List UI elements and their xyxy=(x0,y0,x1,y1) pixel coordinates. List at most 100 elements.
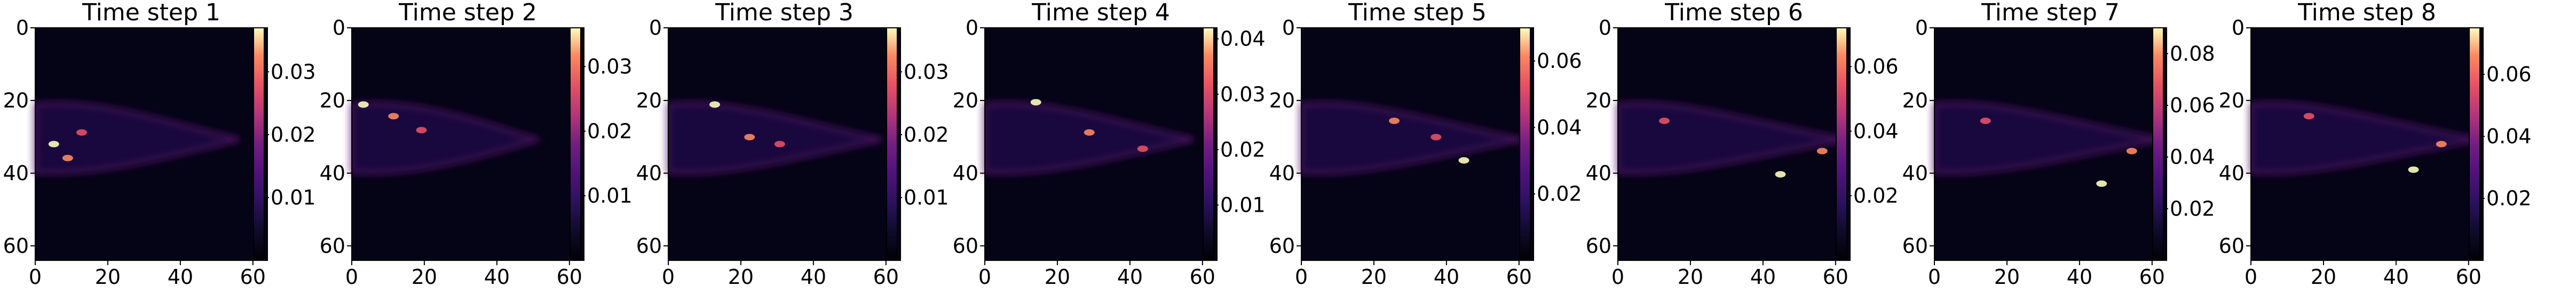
hotspot-2 xyxy=(1816,148,1828,155)
colorbar-frame xyxy=(886,27,898,261)
y-tick-label: 40 xyxy=(1586,161,1611,185)
x-tick-label: 60 xyxy=(557,265,582,289)
y-tick-label: 0 xyxy=(1599,16,1611,40)
colorbar-frame xyxy=(1519,27,1531,261)
y-tick-label: 40 xyxy=(320,161,345,185)
colorbar-frame xyxy=(253,27,265,261)
hotspot-1 xyxy=(2096,180,2107,187)
colorbar-tick-label: 0.04 xyxy=(1537,115,1582,139)
plume-edge xyxy=(350,102,543,175)
x-tick-label: 0 xyxy=(345,265,358,289)
plume-body xyxy=(1301,103,1522,173)
colorbar xyxy=(1203,28,1214,260)
hotspot-2 xyxy=(744,134,755,141)
hotspot-2 xyxy=(1389,118,1400,124)
hotspot-3 xyxy=(1431,134,1442,141)
hotspot-2 xyxy=(1084,129,1095,136)
plume-body xyxy=(352,103,538,173)
hotspot-1 xyxy=(709,101,720,108)
plume-body xyxy=(985,103,1194,173)
colorbar-tick-label: 0.02 xyxy=(1220,138,1266,161)
y-tick-label: 60 xyxy=(320,234,345,258)
x-tick-label: 20 xyxy=(728,265,754,289)
y-tick-label: 20 xyxy=(953,89,978,112)
colorbar-tick-label: 0.02 xyxy=(587,119,633,143)
chart-title: Time step 1 xyxy=(82,0,220,26)
x-tick-label: 0 xyxy=(1928,265,1941,289)
chart-title: Time step 3 xyxy=(715,0,854,26)
colorbar-frame xyxy=(2469,27,2480,261)
colorbar-tick-label: 0.03 xyxy=(587,55,633,79)
hotspot-2 xyxy=(62,155,73,161)
y-tick-label: 40 xyxy=(1902,161,1928,185)
y-tick-label: 0 xyxy=(649,16,662,40)
heatmap-image xyxy=(34,28,267,260)
hotspot-3 xyxy=(416,127,427,134)
y-tick-label: 60 xyxy=(953,234,978,258)
x-tick-label: 0 xyxy=(29,265,42,289)
axes-frame xyxy=(1301,27,1534,261)
plume-edge xyxy=(983,102,1195,175)
hotspot-2 xyxy=(2126,148,2137,155)
colorbar-frame xyxy=(1203,27,1214,261)
colorbar-tick-label: 0.02 xyxy=(271,123,316,146)
x-tick-label: 40 xyxy=(1750,265,1776,289)
x-tick-label: 60 xyxy=(2139,265,2165,289)
chart-title: Time step 7 xyxy=(1981,0,2120,26)
hotspot-3 xyxy=(1980,118,1991,124)
y-tick-label: 60 xyxy=(3,234,29,258)
x-tick-label: 20 xyxy=(1361,265,1387,289)
x-tick-label: 20 xyxy=(1678,265,1703,289)
x-tick-label: 60 xyxy=(873,265,899,289)
x-tick-label: 40 xyxy=(2067,265,2092,289)
x-tick-label: 40 xyxy=(168,265,193,289)
y-tick-label: 20 xyxy=(1269,89,1295,112)
heatmap-image xyxy=(983,28,1217,260)
axes-frame xyxy=(984,27,1218,261)
hotspot-1 xyxy=(2408,166,2419,173)
y-tick-label: 20 xyxy=(320,89,345,112)
x-tick-label: 20 xyxy=(1994,265,2020,289)
colorbar-frame xyxy=(570,27,581,261)
chart-title: Time step 2 xyxy=(398,0,537,26)
y-tick-label: 60 xyxy=(1586,234,1611,258)
x-tick-label: 0 xyxy=(978,265,991,289)
colorbar-tick-label: 0.03 xyxy=(1220,82,1266,106)
y-tick-label: 20 xyxy=(3,89,29,112)
plume-body xyxy=(2251,103,2479,173)
y-tick-label: 20 xyxy=(1902,89,1928,112)
heatmap-image xyxy=(1300,28,1534,260)
x-tick-label: 20 xyxy=(95,265,121,289)
colorbar-tick-label: 0.06 xyxy=(2486,63,2532,86)
colorbar-tick-label: 0.01 xyxy=(904,186,949,209)
colorbar-tick-label: 0.01 xyxy=(271,186,316,209)
axes-frame xyxy=(35,27,268,261)
x-tick-label: 0 xyxy=(2245,265,2257,289)
colorbar-frame xyxy=(2152,27,2164,261)
y-tick-label: 40 xyxy=(636,161,662,185)
y-tick-label: 60 xyxy=(1902,234,1928,258)
plume-body xyxy=(1934,103,2162,173)
y-tick-label: 20 xyxy=(2219,89,2245,112)
y-tick-label: 60 xyxy=(1269,234,1295,258)
hotspot-3 xyxy=(76,129,87,136)
colorbar-tick-label: 0.04 xyxy=(1220,27,1266,51)
y-tick-label: 20 xyxy=(636,89,662,112)
colorbar-frame xyxy=(1836,27,1847,261)
x-tick-label: 20 xyxy=(1045,265,1070,289)
hotspot-1 xyxy=(1775,171,1786,178)
hotspot-3 xyxy=(1137,145,1148,152)
x-tick-label: 60 xyxy=(240,265,266,289)
y-tick-label: 0 xyxy=(1915,16,1928,40)
axes-frame xyxy=(2250,27,2484,261)
chart-title: Time step 8 xyxy=(2297,0,2436,26)
hotspot-1 xyxy=(48,141,59,148)
axes-frame xyxy=(1934,27,2167,261)
y-tick-label: 0 xyxy=(1282,16,1295,40)
chart-title: Time step 6 xyxy=(1664,0,1803,26)
colorbar-tick-label: 0.06 xyxy=(1537,49,1582,73)
